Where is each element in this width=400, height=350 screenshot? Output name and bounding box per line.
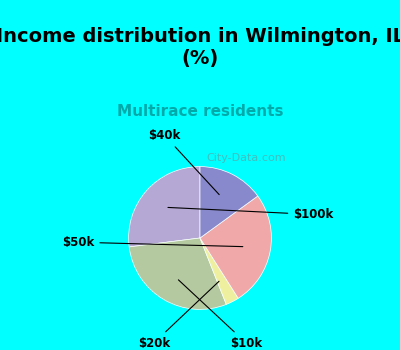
Text: Multirace residents: Multirace residents (117, 104, 283, 119)
Wedge shape (200, 167, 258, 238)
Wedge shape (200, 196, 271, 298)
Text: City-Data.com: City-Data.com (206, 153, 286, 163)
Text: $50k: $50k (62, 236, 243, 249)
Text: $20k: $20k (138, 281, 219, 350)
Text: $10k: $10k (178, 280, 262, 350)
Wedge shape (129, 238, 226, 309)
Wedge shape (200, 238, 238, 304)
Text: $40k: $40k (148, 129, 219, 195)
Text: Income distribution in Wilmington, IL
(%): Income distribution in Wilmington, IL (%… (0, 27, 400, 68)
Wedge shape (129, 167, 200, 247)
Text: $100k: $100k (168, 208, 334, 221)
